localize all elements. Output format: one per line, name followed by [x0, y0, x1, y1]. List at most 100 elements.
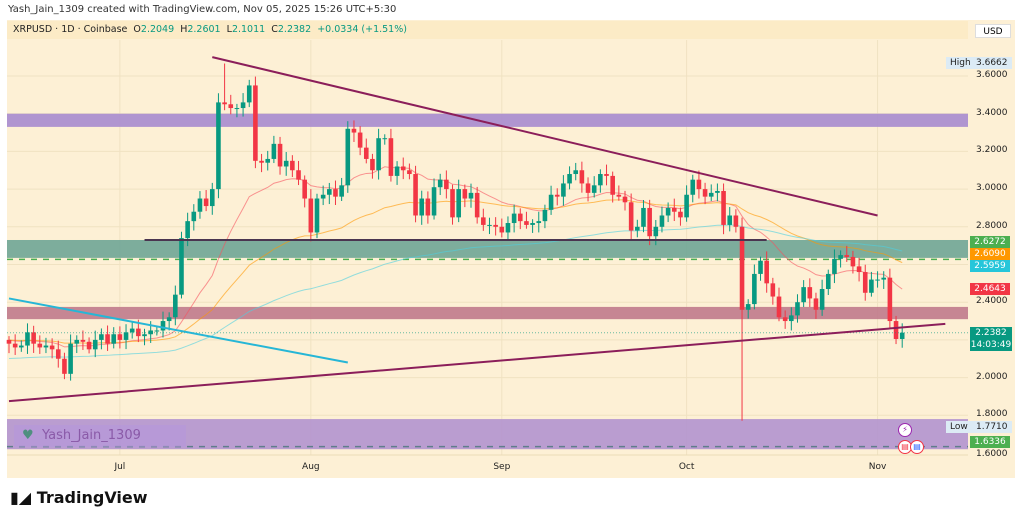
- candle-down: [813, 298, 819, 310]
- candle-down: [37, 343, 43, 348]
- candle-up: [129, 328, 135, 333]
- candle-up: [123, 332, 129, 340]
- candle-up: [899, 332, 905, 339]
- price-tick: 1.6000: [976, 449, 1008, 459]
- low-tag-label: Low: [946, 421, 972, 433]
- candle-down: [413, 174, 418, 216]
- candle-up: [505, 223, 511, 233]
- price-label-green: 2.6272: [970, 236, 1010, 248]
- low-label: L: [226, 24, 232, 35]
- time-tick: Sep: [493, 462, 511, 472]
- price-label-orange: 2.6090: [970, 248, 1010, 260]
- candle-up: [468, 192, 474, 199]
- candle-down: [862, 272, 868, 293]
- candle-up: [345, 128, 351, 186]
- candle-down: [517, 213, 523, 222]
- candle-down: [363, 147, 369, 159]
- candle-up: [234, 108, 240, 110]
- candle-down: [481, 217, 486, 225]
- candle-up: [869, 279, 874, 293]
- symbol-legend: XRPUSD · 1D · Coinbase O2.2049 H2.2601 L…: [7, 21, 968, 39]
- candle-up: [456, 189, 461, 218]
- ema-mid-line: [8, 199, 903, 344]
- candle-down: [856, 266, 862, 273]
- time-tick: Aug: [302, 462, 320, 472]
- candle-down: [462, 189, 468, 199]
- candle-down: [117, 334, 123, 340]
- candle-down: [696, 179, 702, 190]
- currency-button[interactable]: USD: [975, 24, 1011, 38]
- time-tick: Nov: [868, 462, 887, 472]
- candle-up: [382, 138, 388, 140]
- candle-up: [561, 183, 566, 197]
- candle-down: [296, 170, 301, 180]
- candle-down: [474, 192, 480, 218]
- last-price-label: 2.2382 14:03:49: [970, 327, 1012, 351]
- candle-up: [715, 190, 720, 193]
- low-tag-value: 1.7710: [972, 421, 1012, 433]
- candle-down: [86, 341, 92, 350]
- candle-up: [838, 255, 843, 259]
- candle-up: [19, 345, 24, 348]
- price-tick: 3.0000: [976, 183, 1008, 194]
- candle-up: [419, 198, 425, 216]
- candle-up: [68, 343, 73, 374]
- open-label: O: [133, 24, 141, 35]
- candle-up: [548, 194, 554, 210]
- candle-down: [228, 104, 234, 109]
- candle-up: [487, 224, 492, 226]
- high-tag-label: High: [946, 57, 975, 69]
- ma-slow-line: [8, 224, 903, 359]
- candle-down: [807, 287, 813, 299]
- candle-up: [197, 198, 203, 212]
- credit-line: Yash_Jain_1309 created with TradingView.…: [8, 4, 397, 15]
- candle-up: [376, 138, 381, 171]
- candle-up: [320, 194, 326, 199]
- candle-up: [530, 223, 535, 225]
- high-tag-value: 3.6662: [972, 57, 1012, 69]
- price-zone: [7, 239, 968, 258]
- candle-down: [407, 170, 412, 175]
- candle-up: [179, 238, 184, 295]
- candle-up: [160, 321, 166, 331]
- candle-down: [388, 138, 394, 176]
- candle-down: [622, 196, 628, 203]
- tradingview-logo[interactable]: ▮◢ TradingView: [10, 488, 148, 507]
- candle-down: [721, 190, 726, 225]
- candle-up: [536, 221, 542, 224]
- candle-down: [62, 358, 67, 374]
- candle-up: [265, 158, 271, 163]
- price-tick: 2.4000: [976, 296, 1008, 307]
- lightning-event-icon[interactable]: ⚡: [898, 423, 912, 437]
- candle-down: [31, 332, 36, 344]
- candle-down: [678, 211, 683, 218]
- trendline: [8, 322, 946, 403]
- candle-up: [142, 334, 147, 337]
- time-tick: Jul: [114, 462, 126, 472]
- candle-down: [12, 343, 18, 348]
- candle-up: [591, 185, 597, 193]
- candle-down: [610, 175, 615, 195]
- brand-name: TradingView: [36, 488, 148, 507]
- price-zone: [7, 113, 968, 127]
- candle-down: [253, 85, 258, 161]
- candle-up: [25, 332, 30, 346]
- us-flag-event-icon[interactable]: ▤: [910, 440, 924, 454]
- close-label: C: [271, 24, 278, 35]
- candle-up: [511, 213, 517, 224]
- candle-down: [499, 226, 505, 233]
- watermark-text: Yash_Jain_1309: [42, 428, 141, 443]
- candle-down: [764, 260, 769, 284]
- candle-up: [752, 273, 757, 305]
- candle-up: [758, 260, 763, 274]
- candle-up: [598, 174, 603, 186]
- candle-up: [240, 102, 246, 109]
- price-tick: 3.6000: [976, 70, 1008, 80]
- candle-up: [573, 170, 579, 175]
- candle-up: [881, 277, 887, 280]
- candle-up: [111, 334, 117, 344]
- candle-up: [43, 345, 49, 348]
- candle-down: [739, 226, 745, 310]
- candle-down: [444, 179, 449, 190]
